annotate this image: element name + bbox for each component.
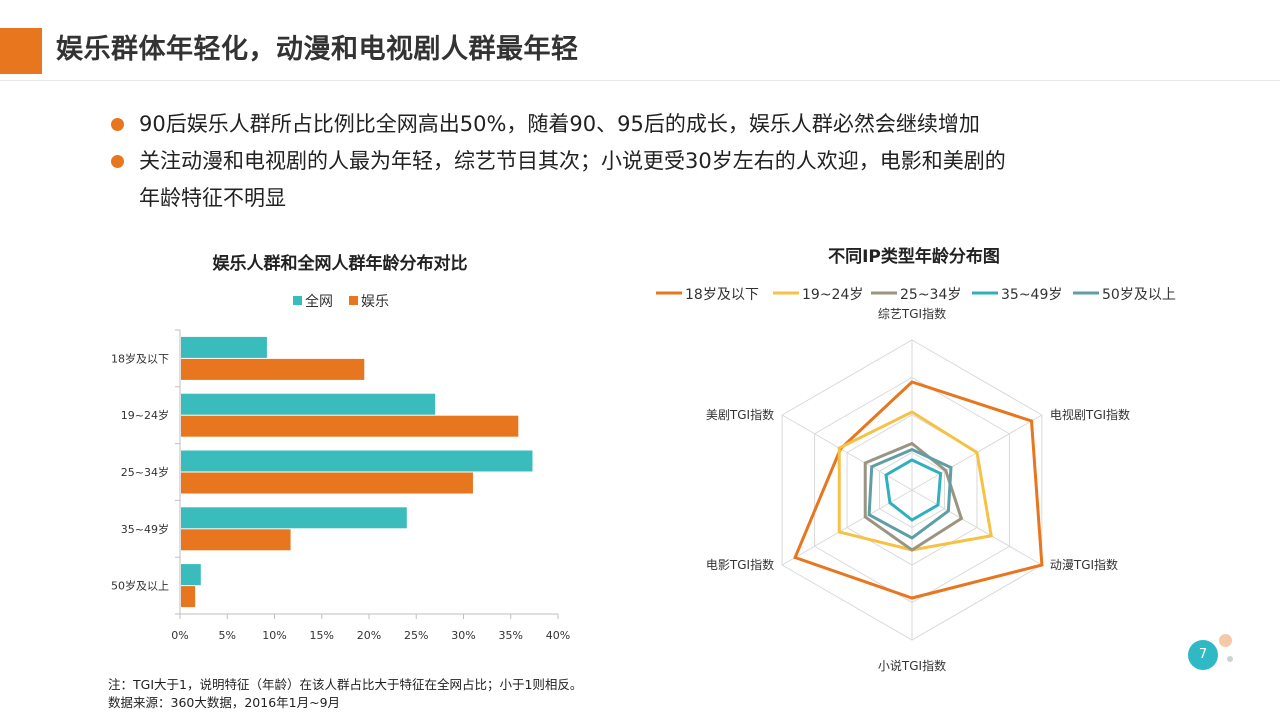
page-title: 娱乐群体年轻化，动漫和电视剧人群最年轻 xyxy=(56,34,579,65)
bullet-continuation: 年龄特征不明显 xyxy=(108,180,1168,217)
bar-娱乐-35~49岁 xyxy=(181,529,291,551)
radar-axis-label: 电影TGI指数 xyxy=(706,557,774,572)
legend-label: 35~49岁 xyxy=(1001,287,1062,303)
x-tick-label: 40% xyxy=(546,629,570,642)
category-label: 19~24岁 xyxy=(121,408,169,422)
x-tick-label: 15% xyxy=(310,629,334,642)
x-tick-label: 35% xyxy=(499,629,523,642)
radar-series-50岁及以上 xyxy=(867,447,953,540)
radar-series-25~34岁 xyxy=(863,441,964,552)
bar-chart-title: 娱乐人群和全网人群年龄分布对比 xyxy=(212,254,468,274)
legend-label: 18岁及以下 xyxy=(685,287,759,303)
radar-axis-label: 动漫TGI指数 xyxy=(1050,557,1118,572)
category-label: 18岁及以下 xyxy=(111,351,169,365)
radar-axis-label: 综艺TGI指数 xyxy=(878,306,946,321)
bullet-text: 关注动漫和电视剧的人最为年轻，综艺节目其次；小说更受30岁左右的人欢迎，电影和美… xyxy=(139,149,1006,173)
radar-spoke xyxy=(781,414,913,491)
x-tick-label: 0% xyxy=(171,629,188,642)
footnote-source: 数据来源：360大数据，2016年1月~9月 xyxy=(108,695,341,710)
bullet-list: 90后娱乐人群所占比例比全网高出50%，随着90、95后的成长，娱乐人群必然会继… xyxy=(108,106,1168,217)
radar-axis-label: 美剧TGI指数 xyxy=(706,407,774,422)
bullet-dot-icon xyxy=(111,155,124,168)
x-tick-label: 30% xyxy=(451,629,475,642)
bar-全网-19~24岁 xyxy=(181,393,436,415)
radar-series-35~49岁 xyxy=(884,458,943,522)
bar-全网-50岁及以上 xyxy=(181,564,201,586)
bar-全网-18岁及以下 xyxy=(181,336,267,358)
x-tick-label: 10% xyxy=(262,629,286,642)
decor-dot-peach xyxy=(1219,634,1232,647)
radar-series-19~24岁 xyxy=(837,410,993,552)
category-label: 25~34岁 xyxy=(121,465,169,479)
legend-swatch-娱乐 xyxy=(349,296,358,305)
legend-label: 19~24岁 xyxy=(802,287,863,303)
bar-娱乐-25~34岁 xyxy=(181,472,473,494)
title-divider xyxy=(0,80,1280,81)
x-tick-label: 25% xyxy=(404,629,428,642)
x-tick-label: 5% xyxy=(219,629,236,642)
legend-swatch-全网 xyxy=(293,296,302,305)
title-accent-bar xyxy=(0,28,42,74)
x-tick-label: 20% xyxy=(357,629,381,642)
radar-spoke xyxy=(911,489,1043,566)
legend-label: 25~34岁 xyxy=(900,287,961,303)
bullet-dot-icon xyxy=(111,118,124,131)
bullet-item: 90后娱乐人群所占比例比全网高出50%，随着90、95后的成长，娱乐人群必然会继… xyxy=(108,106,1168,143)
bullet-item: 关注动漫和电视剧的人最为年轻，综艺节目其次；小说更受30岁左右的人欢迎，电影和美… xyxy=(108,143,1168,180)
bar-娱乐-50岁及以上 xyxy=(181,586,196,608)
bullet-text: 年龄特征不明显 xyxy=(139,186,286,210)
bar-全网-25~34岁 xyxy=(181,450,533,472)
page-number-badge: 7 xyxy=(1188,640,1218,670)
radar-axis-label: 电视剧TGI指数 xyxy=(1050,407,1130,422)
decor-dot-gray xyxy=(1227,656,1233,662)
category-label: 35~49岁 xyxy=(121,522,169,536)
bar-娱乐-19~24岁 xyxy=(181,415,519,437)
footnote-note: 注：TGI大于1，说明特征（年龄）在该人群占比大于特征在全网占比；小于1则相反。 xyxy=(108,677,583,692)
category-label: 50岁及以上 xyxy=(111,579,169,593)
legend-label: 50岁及以上 xyxy=(1102,287,1176,303)
legend-label: 娱乐 xyxy=(361,294,389,310)
footnote: 注：TGI大于1，说明特征（年龄）在该人群占比大于特征在全网占比；小于1则相反。… xyxy=(108,676,582,712)
bar-全网-35~49岁 xyxy=(181,507,407,529)
legend-label: 全网 xyxy=(305,293,333,310)
bullet-text: 90后娱乐人群所占比例比全网高出50%，随着90、95后的成长，娱乐人群必然会继… xyxy=(139,112,980,136)
radar-chart-title: 不同IP类型年龄分布图 xyxy=(828,247,1000,267)
radar-axis-label: 小说TGI指数 xyxy=(878,658,946,673)
bar-娱乐-18岁及以下 xyxy=(181,358,365,380)
